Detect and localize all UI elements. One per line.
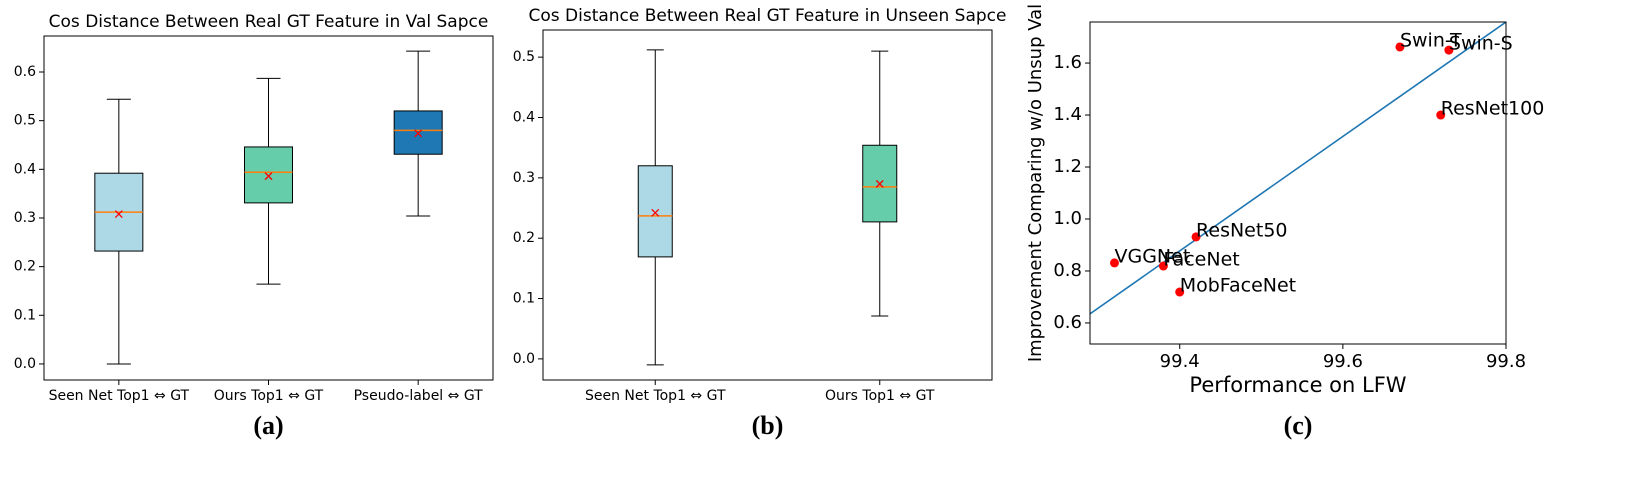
x-tick-label: Ours Top1 ⇔ GT (825, 388, 935, 404)
point (1436, 110, 1446, 120)
mean-marker (875, 179, 884, 188)
point-label: ResNet50 (1196, 219, 1287, 241)
point (1158, 261, 1168, 271)
trend-line (1090, 22, 1506, 315)
chart-title: Cos Distance Between Real GT Feature in … (49, 12, 489, 32)
mean-marker (114, 210, 123, 219)
axes-frame (542, 29, 993, 381)
box (637, 165, 673, 258)
y-tick-label: 1.0 (1053, 208, 1082, 229)
y-tick-label: 0.0 (513, 351, 535, 367)
y-tick-label: 0.1 (513, 291, 535, 307)
y-tick-label: 0.3 (513, 170, 535, 186)
y-tick-label: 0.5 (14, 113, 36, 129)
point (1175, 287, 1185, 297)
y-tick-label: 1.2 (1053, 156, 1082, 177)
point-label: ResNet100 (1441, 98, 1545, 120)
mean-marker (651, 208, 660, 217)
x-axis-label: Performance on LFW (1189, 373, 1406, 397)
axes-frame (43, 35, 494, 381)
y-tick-label: 1.6 (1053, 52, 1082, 73)
x-tick-label: 99.4 (1160, 351, 1200, 372)
mean-marker (414, 129, 423, 138)
y-tick-label: 0.6 (14, 64, 36, 80)
y-tick-label: 0.8 (1053, 260, 1082, 281)
box (244, 146, 293, 204)
mean-marker (264, 172, 273, 181)
point-label: Swin-T (1400, 29, 1462, 51)
x-tick-label: 99.6 (1323, 351, 1363, 372)
point (1191, 232, 1201, 242)
x-tick-label: Ours Top1 ⇔ GT (214, 388, 324, 404)
axes-frame (1089, 21, 1507, 345)
x-tick-label: Seen Net Top1 ⇔ GT (585, 388, 726, 404)
x-tick-label: 99.8 (1486, 351, 1526, 372)
point (1395, 42, 1405, 52)
point-label: MobFaceNet (1180, 275, 1296, 297)
x-tick-label: Pseudo-label ⇔ GT (354, 388, 484, 404)
chart-title: Cos Distance Between Real GT Feature in … (529, 6, 1007, 26)
point (1109, 258, 1119, 268)
y-tick-label: 0.2 (14, 259, 36, 275)
y-tick-label: 0.0 (14, 356, 36, 372)
y-tick-label: 0.4 (14, 161, 36, 177)
point-label: FaceNet (1163, 249, 1239, 271)
y-tick-label: 0.1 (14, 307, 36, 323)
y-tick-label: 0.3 (14, 210, 36, 226)
caption: (b) (752, 411, 784, 440)
y-tick-label: 0.5 (513, 49, 535, 65)
x-tick-label: Seen Net Top1 ⇔ GT (49, 388, 190, 404)
point-label: VGGNet (1114, 245, 1190, 267)
y-tick-label: 0.2 (513, 230, 535, 246)
y-tick-label: 0.6 (1053, 312, 1082, 333)
y-tick-label: 0.4 (513, 110, 535, 126)
y-axis-label: Improvement Comparing w/o Unsup Val (1025, 4, 1046, 362)
point (1444, 45, 1454, 55)
caption: (a) (253, 411, 283, 440)
y-tick-label: 1.4 (1053, 104, 1082, 125)
caption: (c) (1284, 411, 1313, 440)
point-label: Swin-S (1449, 33, 1513, 55)
